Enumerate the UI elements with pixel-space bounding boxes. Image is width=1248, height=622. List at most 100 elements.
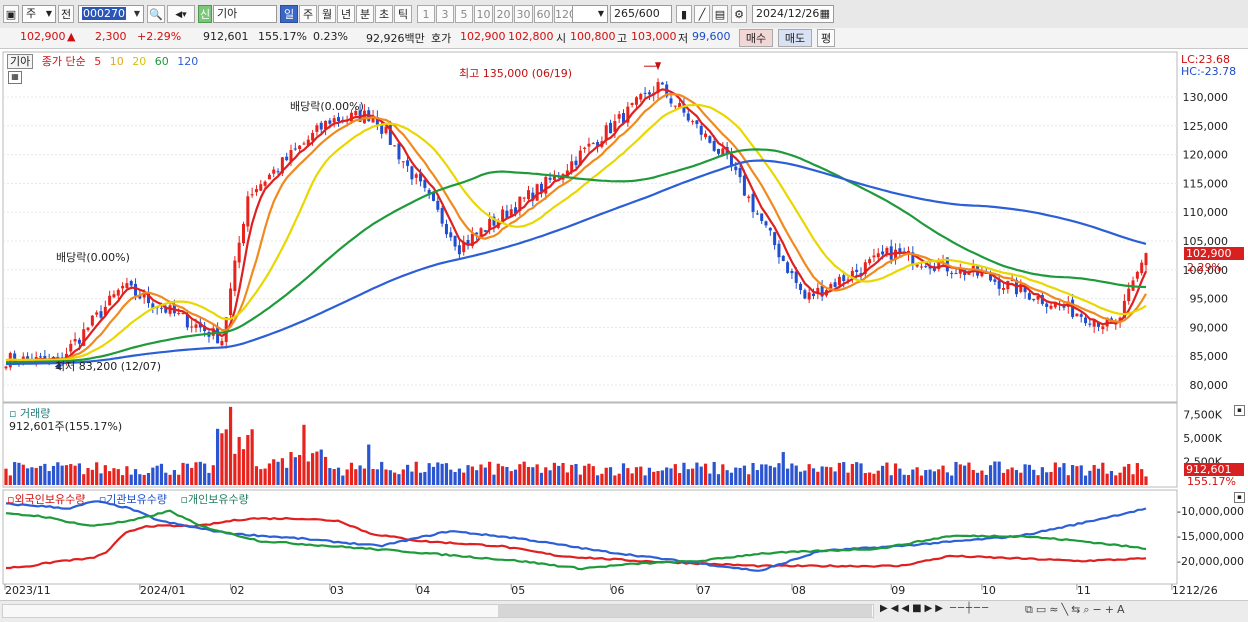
scroll-track[interactable] bbox=[2, 604, 874, 618]
save-icon[interactable]: ▤ bbox=[712, 5, 728, 23]
sell-button[interactable]: 매도 bbox=[778, 29, 812, 47]
candle-body bbox=[1036, 295, 1040, 300]
period-button[interactable]: 년 bbox=[337, 5, 355, 23]
volume-bar bbox=[954, 461, 958, 485]
candle-body bbox=[112, 294, 116, 298]
candle-body bbox=[574, 160, 578, 166]
volume-bar bbox=[302, 424, 306, 485]
legend-ma60: 60 bbox=[154, 55, 169, 68]
price-tick-label: 110,000 bbox=[1183, 206, 1229, 219]
candle-body bbox=[1084, 317, 1088, 324]
period-button[interactable]: 일 bbox=[280, 5, 298, 23]
volume-bar bbox=[634, 467, 639, 485]
holding-close-icon[interactable]: ▪ bbox=[1234, 492, 1245, 503]
count-button[interactable]: 10 bbox=[474, 5, 493, 23]
candle-body bbox=[695, 120, 699, 125]
candle-body bbox=[483, 230, 487, 232]
count-button[interactable]: 3 bbox=[436, 5, 454, 23]
price-tick-label: 80,000 bbox=[1190, 379, 1229, 392]
count-button[interactable]: 5 bbox=[455, 5, 473, 23]
volume-bar bbox=[129, 474, 133, 485]
zoom-slider[interactable]: ──┼── bbox=[950, 603, 991, 614]
play-icon[interactable]: ▶ bbox=[880, 603, 891, 614]
volume-bar bbox=[103, 465, 107, 485]
plus-icon[interactable]: + bbox=[1104, 603, 1117, 616]
candle-body bbox=[211, 328, 215, 336]
chart-svg[interactable]: 130,000125,000120,000115,000110,000105,0… bbox=[0, 50, 1248, 600]
volume-bar bbox=[967, 462, 971, 485]
candle-body bbox=[669, 98, 673, 104]
volume-bar bbox=[293, 457, 297, 485]
eval-button[interactable]: 평 bbox=[817, 29, 835, 47]
volume-bar bbox=[241, 449, 246, 485]
volume-bar bbox=[362, 468, 367, 485]
volume-bar bbox=[876, 470, 880, 485]
ma-line-60 bbox=[5, 148, 1147, 364]
volume-bar bbox=[444, 463, 449, 485]
period-button[interactable]: 초 bbox=[375, 5, 393, 23]
volume-bar bbox=[1027, 464, 1032, 485]
period-button[interactable]: 분 bbox=[356, 5, 374, 23]
trend-icon[interactable]: ╲ bbox=[1061, 603, 1072, 616]
stock-name-field[interactable]: 기아 bbox=[213, 5, 277, 23]
rewind-icon[interactable]: ◀◀ bbox=[890, 603, 913, 614]
scroll-thumb[interactable] bbox=[498, 605, 872, 617]
holding-tick-label: -20,000,000 bbox=[1177, 555, 1244, 568]
count-button[interactable]: 1 bbox=[417, 5, 435, 23]
volume-bar bbox=[220, 433, 224, 485]
period-button[interactable]: 틱 bbox=[394, 5, 412, 23]
volume-bar bbox=[488, 461, 492, 485]
wave-icon[interactable]: ≈ bbox=[1049, 603, 1062, 616]
trendline-icon[interactable]: ╱ bbox=[694, 5, 710, 23]
count-button[interactable]: 30 bbox=[514, 5, 533, 23]
candle-body bbox=[578, 150, 582, 166]
period-button[interactable]: 월 bbox=[318, 5, 336, 23]
volume-bar bbox=[310, 453, 315, 485]
candle-body bbox=[721, 148, 725, 157]
range-field[interactable]: 265/600 bbox=[610, 5, 672, 23]
nav-controls[interactable]: ▶◀◀■▶▶ bbox=[880, 603, 946, 614]
volume-bar bbox=[120, 475, 125, 485]
table-icon[interactable]: ▦ bbox=[8, 71, 22, 84]
candle-body bbox=[43, 355, 47, 361]
search-icon[interactable]: 🔍 bbox=[147, 5, 165, 23]
forward-icon[interactable]: ▶▶ bbox=[924, 603, 946, 614]
layout-icon[interactable]: ▭ bbox=[1035, 603, 1050, 616]
count-select[interactable]: ▼ bbox=[572, 5, 608, 23]
chart-type-select[interactable]: 주 ▼ bbox=[22, 5, 56, 23]
candle-body bbox=[276, 171, 280, 173]
speaker-icon[interactable]: ◀▾ bbox=[167, 5, 195, 23]
moving-averages bbox=[5, 88, 1148, 366]
count-button[interactable]: 20 bbox=[494, 5, 513, 23]
minus-icon[interactable]: − bbox=[1092, 603, 1105, 616]
x-tick-label: 05 bbox=[511, 584, 526, 597]
prev-button[interactable]: 전 bbox=[58, 5, 74, 23]
period-button[interactable]: 주 bbox=[299, 5, 317, 23]
compare-icon[interactable]: ⇆ bbox=[1071, 603, 1084, 616]
candle-body bbox=[246, 196, 250, 227]
volume-bar bbox=[963, 465, 967, 485]
volume-bar bbox=[414, 461, 418, 485]
candle-body bbox=[531, 192, 535, 201]
change-value: 2,300 bbox=[95, 30, 127, 43]
text-icon[interactable]: A bbox=[1116, 603, 1128, 616]
volume-bar bbox=[99, 473, 103, 485]
count-button[interactable]: 60 bbox=[534, 5, 553, 23]
volume-bar bbox=[708, 473, 712, 485]
candle-icon[interactable]: ▮ bbox=[676, 5, 692, 23]
gear-icon[interactable]: ⚙ bbox=[731, 5, 747, 23]
screen-menu-icon[interactable]: ▣ bbox=[3, 5, 19, 23]
date-field[interactable]: 2024/12/26 ▦ bbox=[752, 5, 834, 23]
volume-close-icon[interactable]: ▪ bbox=[1234, 405, 1245, 416]
count-button[interactable]: 120 bbox=[554, 5, 576, 23]
candle-body bbox=[1006, 280, 1010, 290]
stop-icon[interactable]: ■ bbox=[912, 603, 925, 614]
candle-body bbox=[583, 147, 587, 149]
new-tag[interactable]: 신 bbox=[198, 5, 212, 23]
box-icon[interactable]: ⧉ bbox=[1025, 603, 1036, 616]
buy-button[interactable]: 매수 bbox=[739, 29, 773, 47]
code-input[interactable]: 000270 ▼ bbox=[78, 5, 144, 23]
search-icon[interactable]: ⌕ bbox=[1083, 603, 1093, 616]
holding-line-1 bbox=[6, 516, 1147, 570]
volume-bar bbox=[69, 464, 73, 485]
